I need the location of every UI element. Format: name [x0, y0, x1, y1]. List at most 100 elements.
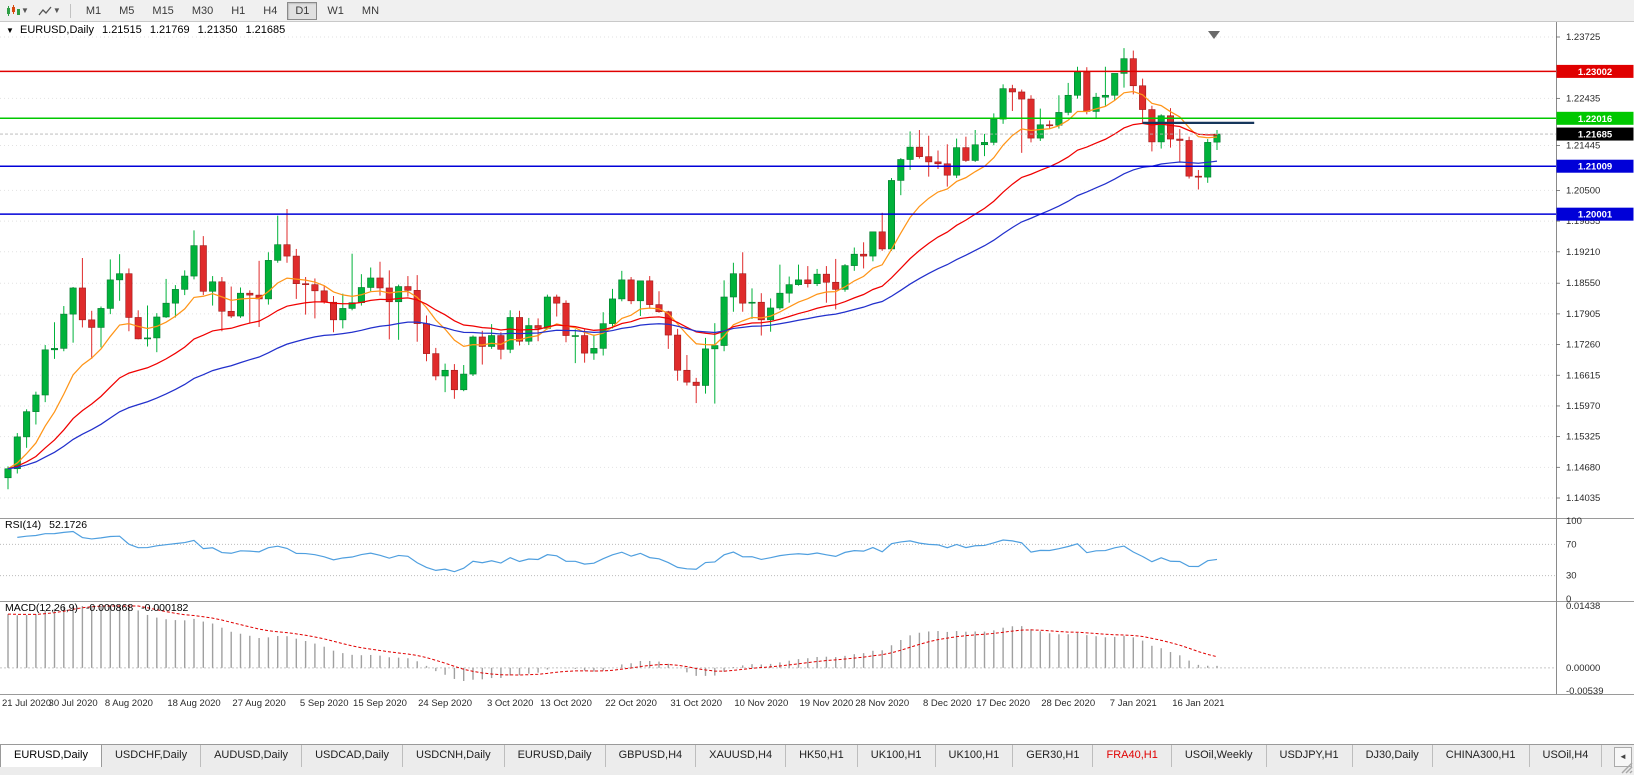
chart-tab-eurusd-daily[interactable]: EURUSD,Daily — [505, 745, 606, 767]
svg-text:24 Sep 2020: 24 Sep 2020 — [418, 698, 472, 709]
chart-tab-usdcnh-daily[interactable]: USDCNH,Daily — [403, 745, 505, 767]
chart-shift-marker[interactable] — [1208, 31, 1220, 39]
window-resize-grip[interactable] — [1619, 760, 1633, 774]
svg-text:16 Jan 2021: 16 Jan 2021 — [1172, 698, 1224, 709]
svg-text:1.21009: 1.21009 — [1578, 162, 1612, 173]
timeframe-button-w1[interactable]: W1 — [327, 4, 344, 17]
svg-text:22 Oct 2020: 22 Oct 2020 — [605, 698, 657, 709]
svg-text:0.00000: 0.00000 — [1566, 663, 1600, 674]
timeframe-buttons: M1 M5 M15 M30 H1 H4 D1 W1 MN — [77, 0, 388, 21]
tabs-scroll-left-button[interactable]: ◄ — [1614, 747, 1632, 767]
chart-tab-usoil-h4[interactable]: USOil,H4 — [1530, 745, 1603, 767]
panel-frame — [0, 20, 1634, 774]
ohlc-high: 1.21769 — [149, 24, 190, 36]
chart-symbol-menu[interactable]: ▼ — [3, 2, 32, 19]
svg-text:18 Aug 2020: 18 Aug 2020 — [167, 698, 220, 709]
chart-tab-dj30-daily[interactable]: DJ30,Daily — [1353, 745, 1433, 767]
svg-text:-0.00539: -0.00539 — [1566, 686, 1604, 697]
svg-text:8 Dec 2020: 8 Dec 2020 — [923, 698, 972, 709]
ma-line-medium — [7, 122, 1218, 470]
ohlc-open: 1.21515 — [102, 24, 142, 36]
timeframe-button-m30[interactable]: M30 — [191, 4, 214, 17]
rsi-panel-graph — [0, 530, 1556, 577]
chart-tab-uk100-h1[interactable]: UK100,H1 — [858, 745, 936, 767]
rsi-indicator-label: RSI(14) 52.1726 — [5, 519, 92, 531]
chart-tab-hk50-h1[interactable]: HK50,H1 — [786, 745, 858, 767]
candlestick-series — [4, 48, 1221, 490]
timeframe-button-h4[interactable]: H4 — [263, 4, 278, 17]
candlestick-chart-icon — [7, 4, 20, 16]
svg-text:8 Aug 2020: 8 Aug 2020 — [105, 698, 153, 709]
macd-indicator-label: MACD(12,26,9) -0.000868 -0.000182 — [5, 602, 193, 614]
svg-text:1.14035: 1.14035 — [1566, 493, 1600, 504]
chart-tab-usdjpy-h1[interactable]: USDJPY,H1 — [1267, 745, 1353, 767]
chart-type-menu[interactable]: ▼ — [35, 2, 64, 19]
macd-signal-line — [7, 605, 1218, 676]
svg-text:1.21445: 1.21445 — [1566, 140, 1600, 151]
svg-text:0: 0 — [1566, 594, 1571, 605]
chart-tab-usoil-weekly[interactable]: USOil,Weekly — [1172, 745, 1267, 767]
chart-tab-xauusd-h4[interactable]: XAUUSD,H4 — [696, 745, 787, 767]
svg-text:1.19210: 1.19210 — [1566, 247, 1600, 258]
svg-text:19 Nov 2020: 19 Nov 2020 — [799, 698, 853, 709]
symbol-dropdown-icon[interactable]: ▼ — [6, 26, 14, 35]
price-grid — [0, 36, 1556, 499]
svg-text:1.23725: 1.23725 — [1566, 32, 1600, 43]
price-tag-level: 1.22016 — [1556, 111, 1634, 125]
svg-text:1.23002: 1.23002 — [1578, 67, 1612, 78]
chart-tab-eurusd-daily[interactable]: EURUSD,Daily — [0, 745, 102, 767]
ohlc-close: 1.21685 — [245, 24, 286, 36]
chart-tab-fra40-h1[interactable]: FRA40,H1 — [1093, 745, 1172, 767]
price-tag-level: 1.20001 — [1556, 207, 1634, 221]
horizontal-level-lines[interactable] — [0, 70, 1556, 215]
svg-text:1.15325: 1.15325 — [1566, 432, 1600, 443]
macd-name: MACD(12,26,9) — [5, 602, 78, 614]
chart-tab-china300-h1[interactable]: CHINA300,H1 — [1433, 745, 1530, 767]
svg-text:1.15970: 1.15970 — [1566, 401, 1600, 412]
price-axis: 1.23725 1.22435 1.21445 1.20500 1.19855 1.192… — [1556, 32, 1634, 504]
svg-text:1.17905: 1.17905 — [1566, 309, 1600, 320]
rsi-line — [17, 530, 1218, 573]
chart-tab-gbpusd-h4[interactable]: GBPUSD,H4 — [606, 745, 697, 767]
svg-text:1.19855: 1.19855 — [1566, 216, 1600, 227]
svg-text:1.20500: 1.20500 — [1566, 185, 1600, 196]
chart-tab-usdcad-daily[interactable]: USDCAD,Daily — [302, 745, 404, 767]
svg-text:7 Jan 2021: 7 Jan 2021 — [1110, 698, 1157, 709]
svg-text:1.18550: 1.18550 — [1566, 278, 1600, 289]
svg-text:0.01438: 0.01438 — [1566, 601, 1600, 612]
svg-text:1.16615: 1.16615 — [1566, 370, 1600, 381]
chart-tab-audusd-daily[interactable]: AUDUSD,Daily — [201, 745, 303, 767]
svg-text:10 Nov 2020: 10 Nov 2020 — [734, 698, 788, 709]
macd-signal-value: -0.000182 — [141, 602, 189, 614]
timeframe-button-mn[interactable]: MN — [361, 4, 380, 17]
ohlc-low: 1.21350 — [197, 24, 238, 36]
chart-tab-usdchf-daily[interactable]: USDCHF,Daily — [102, 745, 202, 767]
price-tag-level: 1.21009 — [1556, 159, 1634, 173]
svg-text:31 Oct 2020: 31 Oct 2020 — [670, 698, 722, 709]
chart-tab-uk100-h1[interactable]: UK100,H1 — [936, 745, 1014, 767]
top-toolbar: ▼ ▼ M1 M5 M15 M30 H1 H4 D1 W1 MN — [0, 0, 1634, 22]
svg-text:21 Jul 2020: 21 Jul 2020 — [2, 698, 51, 709]
chart-tabs-bar: EURUSD,Daily USDCHF,Daily AUDUSD,Daily USDC… — [0, 744, 1634, 775]
svg-text:1.14680: 1.14680 — [1566, 462, 1600, 473]
timeframe-button-h1[interactable]: H1 — [231, 4, 246, 17]
chevron-down-icon: ▼ — [52, 6, 61, 15]
svg-text:13 Oct 2020: 13 Oct 2020 — [540, 698, 592, 709]
ma-line-slow — [7, 160, 1218, 470]
timeframe-button-m5[interactable]: M5 — [119, 4, 135, 17]
indicator-axes: 100 70 30 00.01438 0.00000 -0.00539 — [1566, 516, 1604, 697]
timeframe-button-d1[interactable]: D1 — [287, 1, 318, 20]
price-tag-current: 1.21685 — [1556, 127, 1634, 141]
svg-text:70: 70 — [1566, 539, 1577, 550]
rsi-value: 52.1726 — [49, 519, 88, 531]
timeframe-button-m1[interactable]: M1 — [85, 4, 102, 17]
svg-text:1.17260: 1.17260 — [1566, 340, 1600, 351]
svg-text:27 Aug 2020: 27 Aug 2020 — [232, 698, 285, 709]
chart-tab-ger30-h1[interactable]: GER30,H1 — [1013, 745, 1094, 767]
svg-text:28 Nov 2020: 28 Nov 2020 — [855, 698, 909, 709]
timeframe-button-m15[interactable]: M15 — [152, 4, 174, 17]
svg-text:30 Jul 2020: 30 Jul 2020 — [49, 698, 98, 709]
svg-text:28 Dec 2020: 28 Dec 2020 — [1041, 698, 1095, 709]
